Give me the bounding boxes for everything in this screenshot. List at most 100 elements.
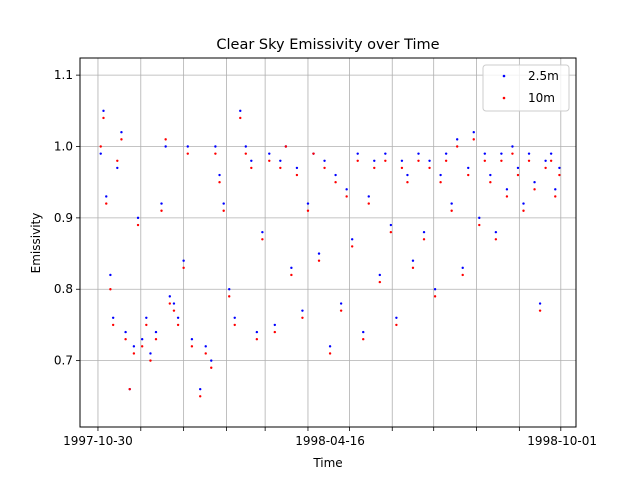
chart-title: Clear Sky Emissivity over Time <box>216 37 439 53</box>
y-tick-label: 0.7 <box>54 354 73 368</box>
point-2.5m <box>164 145 167 148</box>
point-2.5m <box>538 302 542 305</box>
point-10m <box>450 209 453 212</box>
point-2.5m <box>450 202 453 205</box>
point-2.5m <box>239 109 242 113</box>
point-2.5m <box>494 230 498 234</box>
point-10m <box>261 238 264 241</box>
x-tick-label: 1998-04-16 <box>295 434 365 448</box>
point-2.5m <box>111 316 115 319</box>
point-10m <box>538 309 542 312</box>
point-2.5m <box>250 159 253 162</box>
point-2.5m <box>140 338 144 341</box>
point-2.5m <box>244 145 247 148</box>
point-2.5m <box>295 166 299 170</box>
legend-marker-2.5m <box>502 74 506 78</box>
point-10m <box>558 173 561 177</box>
y-tick-label: 1.1 <box>54 68 73 82</box>
point-10m <box>105 202 108 205</box>
point-2.5m <box>279 159 282 162</box>
point-2.5m <box>199 387 202 391</box>
point-10m <box>433 295 437 298</box>
point-2.5m <box>428 159 431 162</box>
point-2.5m <box>290 266 293 270</box>
point-10m <box>489 180 492 184</box>
point-2.5m <box>204 345 207 348</box>
point-2.5m <box>176 316 180 319</box>
point-10m <box>345 195 348 198</box>
point-10m <box>222 209 225 212</box>
point-10m <box>527 159 531 162</box>
point-10m <box>334 180 337 184</box>
point-2.5m <box>328 345 332 348</box>
point-10m <box>356 159 359 162</box>
point-2.5m <box>400 159 404 162</box>
plot-area <box>80 58 576 427</box>
legend-marker-10m <box>502 96 506 100</box>
point-2.5m <box>136 216 140 220</box>
point-10m <box>120 138 123 141</box>
point-2.5m <box>554 188 557 191</box>
point-10m <box>218 180 221 184</box>
point-10m <box>417 159 420 162</box>
point-2.5m <box>218 173 221 177</box>
point-10m <box>444 159 448 162</box>
point-10m <box>422 238 426 241</box>
point-10m <box>168 302 172 305</box>
point-10m <box>516 173 520 177</box>
data-points <box>99 109 561 398</box>
point-2.5m <box>444 152 448 155</box>
point-10m <box>295 173 299 177</box>
point-10m <box>428 166 431 170</box>
point-2.5m <box>214 145 217 148</box>
point-10m <box>522 209 525 212</box>
point-10m <box>132 352 136 355</box>
y-tick-label: 0.9 <box>54 211 73 225</box>
point-10m <box>128 387 131 391</box>
point-2.5m <box>511 145 514 148</box>
point-10m <box>190 345 194 348</box>
point-2.5m <box>154 330 158 334</box>
point-2.5m <box>522 202 525 205</box>
point-10m <box>228 295 231 298</box>
point-2.5m <box>422 230 426 234</box>
point-2.5m <box>489 173 492 177</box>
point-2.5m <box>268 152 271 155</box>
point-10m <box>306 209 310 212</box>
point-10m <box>455 145 459 148</box>
point-2.5m <box>334 173 337 177</box>
point-2.5m <box>356 152 359 155</box>
y-tick-label: 0.8 <box>54 282 73 296</box>
x-axis-label: Time <box>312 456 342 470</box>
point-10m <box>483 159 487 162</box>
point-2.5m <box>544 159 547 162</box>
point-10m <box>284 145 288 148</box>
legend-label-10m: 10m <box>528 91 555 105</box>
point-2.5m <box>350 238 354 241</box>
point-10m <box>367 202 370 205</box>
point-2.5m <box>455 138 459 141</box>
point-2.5m <box>345 188 348 191</box>
point-2.5m <box>160 202 163 205</box>
plot-frame <box>79 57 577 428</box>
axis-ticks: 1997-10-30 1998-04-16 1998-10-01 0.7 0.8 0.9 1… <box>54 68 597 448</box>
legend-label-2.5m: 2.5m <box>528 69 559 83</box>
point-10m <box>199 395 202 398</box>
point-2.5m <box>323 159 326 162</box>
point-2.5m <box>516 166 520 170</box>
point-10m <box>389 230 393 234</box>
point-10m <box>467 173 470 177</box>
point-2.5m <box>406 173 409 177</box>
point-10m <box>312 152 315 155</box>
point-10m <box>554 195 557 198</box>
point-10m <box>494 238 498 241</box>
point-2.5m <box>102 109 105 113</box>
point-2.5m <box>145 316 148 319</box>
point-2.5m <box>116 166 119 170</box>
point-2.5m <box>172 302 176 305</box>
point-10m <box>478 223 481 227</box>
point-10m <box>400 166 404 170</box>
point-10m <box>255 338 259 341</box>
point-10m <box>204 352 207 355</box>
point-2.5m <box>527 152 531 155</box>
